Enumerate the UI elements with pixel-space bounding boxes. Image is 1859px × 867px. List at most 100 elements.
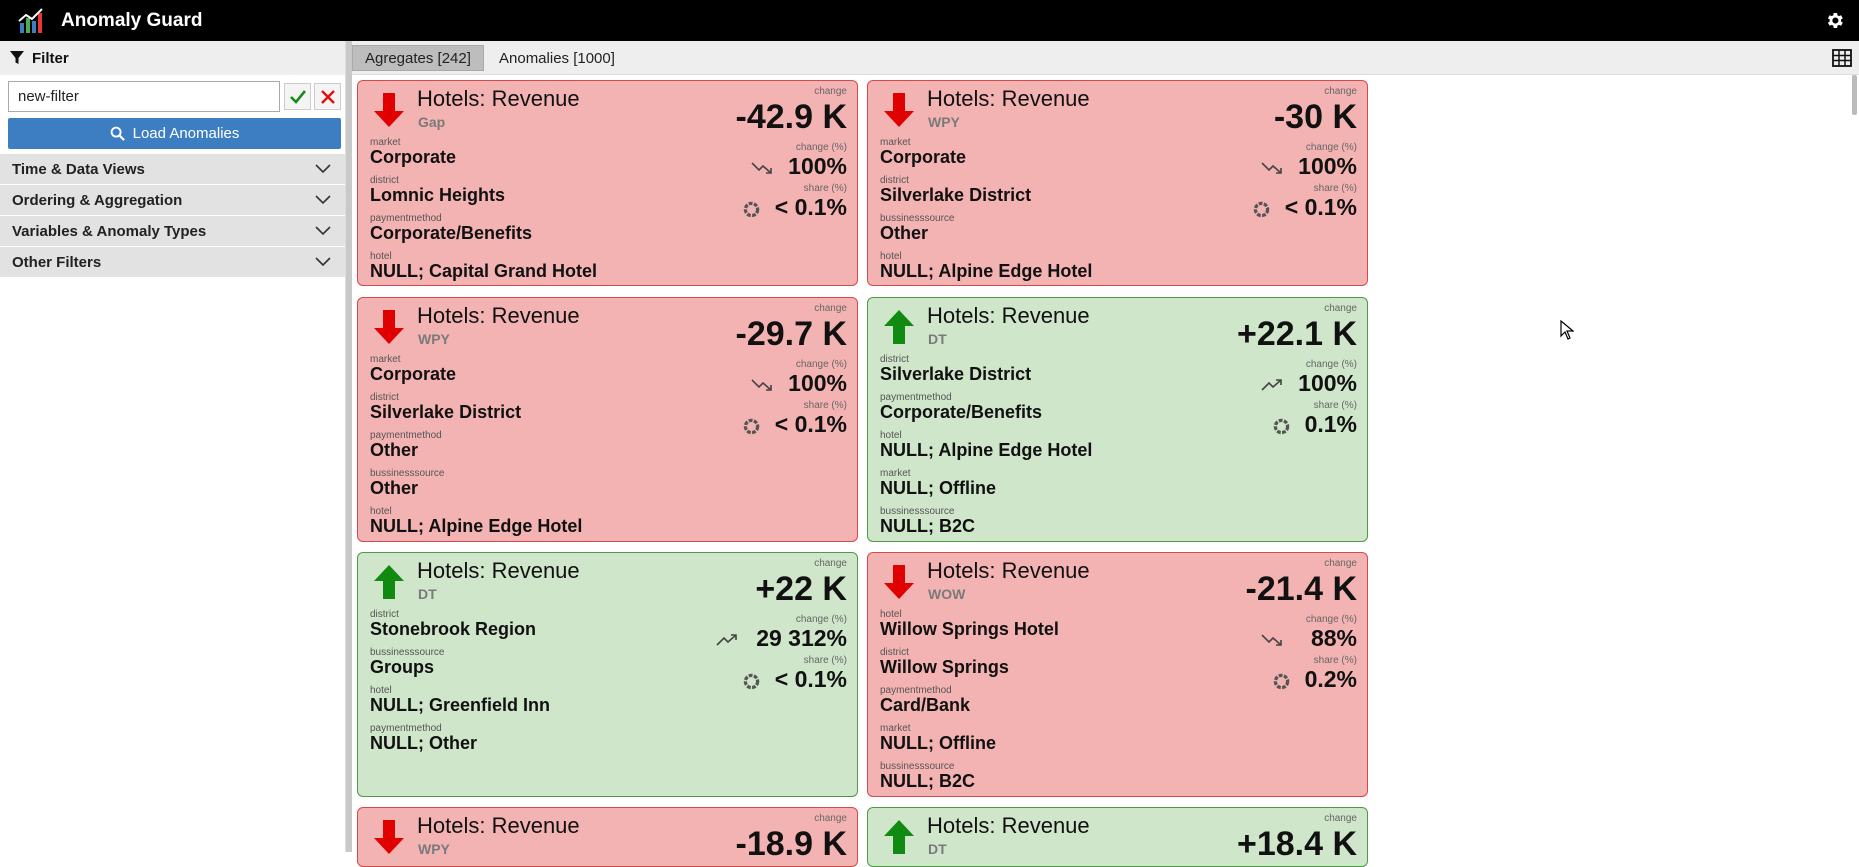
filter-icon — [10, 51, 24, 64]
dimension-value: Willow Springs Hotel — [880, 619, 1059, 639]
share-value: < 0.1% — [1284, 194, 1357, 220]
change-value: +18.4 K — [1236, 825, 1357, 863]
dimension-label: paymentmethod — [880, 392, 952, 403]
top-bar: Anomaly Guard — [0, 0, 1859, 41]
share-value: 0.1% — [1304, 411, 1357, 437]
close-icon — [320, 89, 335, 104]
section-other-filters[interactable]: Other Filters — [0, 247, 345, 278]
change-pct-value: 100% — [788, 370, 847, 396]
anomaly-card[interactable]: Hotels: Revenue WPY change -29.7 K change (%… — [357, 297, 858, 542]
change-label: change — [1324, 86, 1357, 97]
trend-icon — [1261, 378, 1283, 392]
anomaly-card[interactable]: Hotels: Revenue WOW change -21.4 K change (%… — [867, 552, 1368, 797]
clear-filter-button[interactable] — [314, 83, 341, 110]
tab-aggregates[interactable]: Agregates [242] — [352, 45, 484, 71]
share-label: share (%) — [1313, 655, 1357, 666]
chevron-down-icon — [315, 257, 331, 267]
dimension-value: Corporate — [370, 364, 457, 384]
sidebar: Filter Load Anomalies Time & Data Views … — [0, 41, 346, 852]
dimension-value: NULL; Other — [370, 733, 477, 753]
card-title: Hotels: Revenue — [417, 303, 580, 328]
chevron-down-icon — [315, 195, 331, 205]
filter-title: Filter — [32, 49, 69, 67]
section-variables-anomaly-types[interactable]: Variables & Anomaly Types — [0, 216, 345, 247]
change-label: change — [814, 303, 847, 314]
grid-icon[interactable] — [1832, 49, 1852, 67]
dimension-label: district — [880, 354, 909, 365]
main-scrollbar[interactable] — [1852, 75, 1857, 115]
section-ordering-aggregation[interactable]: Ordering & Aggregation — [0, 185, 345, 216]
card-comparison: DT — [928, 841, 947, 857]
change-value: +22 K — [755, 570, 847, 608]
arrow-down-icon — [884, 93, 914, 127]
dimension-value: Corporate/Benefits — [370, 223, 533, 243]
filter-input[interactable] — [8, 81, 280, 112]
dimension-value: Lomnic Heights — [370, 185, 506, 205]
tab-anomalies[interactable]: Anomalies [1000] — [499, 49, 615, 67]
dimension-value: Other — [880, 223, 929, 243]
load-anomalies-button[interactable]: Load Anomalies — [8, 118, 341, 149]
dimension-label: hotel — [370, 685, 392, 696]
anomaly-card[interactable]: Hotels: Revenue DT change +18.4 K — [867, 807, 1368, 867]
dimension-label: district — [370, 609, 399, 620]
change-pct-value: 100% — [788, 153, 847, 179]
arrow-down-icon — [884, 565, 914, 599]
card-comparison: Gap — [418, 114, 446, 130]
mouse-cursor-icon — [1560, 320, 1574, 340]
filter-header: Filter — [0, 41, 345, 75]
dimension-value: Silverlake District — [880, 185, 1032, 205]
pie-icon — [1253, 201, 1270, 218]
share-value: < 0.1% — [774, 194, 847, 220]
confirm-filter-button[interactable] — [284, 83, 311, 110]
anomaly-card[interactable]: Hotels: Revenue WPY change -18.9 K — [357, 807, 858, 867]
check-icon — [289, 89, 306, 104]
dimension-label: hotel — [880, 251, 902, 262]
anomaly-card[interactable]: Hotels: Revenue WPY change -30 K change (%) 1… — [867, 80, 1368, 286]
change-label: change — [814, 558, 847, 569]
sidebar-scrollbar[interactable] — [346, 41, 352, 852]
dimension-value: NULL; Greenfield Inn — [370, 695, 550, 715]
dimension-value: Groups — [370, 657, 435, 677]
share-label: share (%) — [803, 183, 847, 194]
dimension-value: Corporate/Benefits — [880, 402, 1043, 422]
dimension-value: Silverlake District — [370, 402, 522, 422]
pie-icon — [1273, 418, 1290, 435]
section-time-data-views[interactable]: Time & Data Views — [0, 154, 345, 185]
change-pct-label: change (%) — [795, 142, 847, 153]
app-title: Anomaly Guard — [61, 9, 203, 31]
section-label: Time & Data Views — [12, 160, 145, 178]
anomaly-card[interactable]: Hotels: Revenue Gap change -42.9 K change (%… — [357, 80, 858, 286]
card-title: Hotels: Revenue — [417, 558, 580, 583]
anomaly-card[interactable]: Hotels: Revenue DT change +22 K change (%) 29… — [357, 552, 858, 797]
dimension-label: hotel — [370, 506, 392, 517]
card-title: Hotels: Revenue — [927, 558, 1090, 583]
logo-icon[interactable] — [17, 7, 45, 35]
card-comparison: WOW — [928, 586, 966, 602]
change-pct-label: change (%) — [1305, 142, 1357, 153]
chevron-down-icon — [315, 164, 331, 174]
dimension-label: paymentmethod — [370, 430, 442, 441]
card-title: Hotels: Revenue — [927, 303, 1090, 328]
dimension-label: bussinesssource — [370, 468, 445, 479]
dimension-label: market — [880, 723, 911, 734]
dimension-value: Other — [370, 440, 419, 460]
dimension-label: bussinesssource — [370, 647, 445, 658]
gear-icon[interactable] — [1824, 10, 1845, 31]
chevron-down-icon — [315, 226, 331, 236]
dimension-label: district — [880, 647, 909, 658]
dimension-label: paymentmethod — [370, 723, 442, 734]
dimension-label: hotel — [370, 251, 392, 262]
load-anomalies-label: Load Anomalies — [132, 125, 240, 142]
dimension-label: bussinesssource — [880, 761, 955, 772]
trend-icon — [751, 378, 773, 392]
dimension-label: market — [880, 468, 911, 479]
anomaly-card[interactable]: Hotels: Revenue DT change +22.1 K change (%)… — [867, 297, 1368, 542]
card-title: Hotels: Revenue — [417, 813, 580, 838]
tab-bar: Agregates [242] Anomalies [1000] — [352, 41, 1859, 75]
change-value: -21.4 K — [1245, 570, 1358, 608]
dimension-value: Corporate — [370, 147, 457, 167]
share-label: share (%) — [1313, 183, 1357, 194]
share-value: 0.2% — [1304, 666, 1357, 692]
change-pct-label: change (%) — [1305, 359, 1357, 370]
pie-icon — [743, 201, 760, 218]
